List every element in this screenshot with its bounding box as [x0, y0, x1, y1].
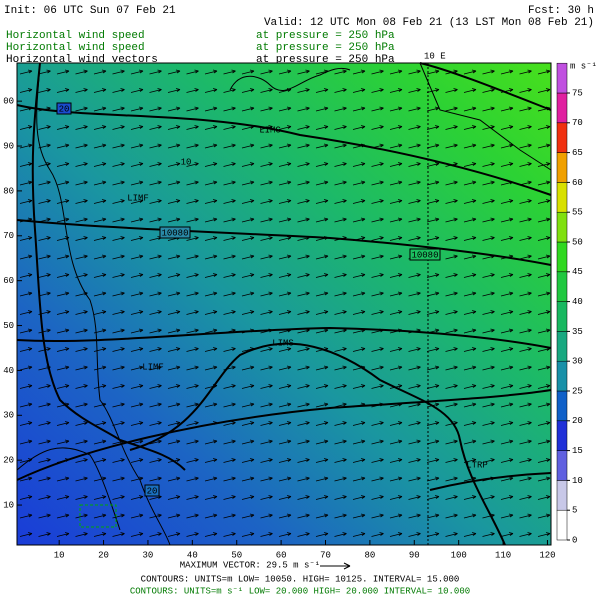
colorbar-unit: m s⁻¹: [570, 61, 597, 71]
colorbar-label: 55: [572, 208, 583, 218]
coastlines: [16, 62, 552, 546]
colorbar-label: 25: [572, 386, 583, 396]
x-tick-label: 120: [539, 550, 555, 560]
contour-info: CONTOURS: UNITS=m s⁻¹ LOW= 20.000 HIGH= …: [130, 586, 470, 596]
colorbar-label: 40: [572, 297, 583, 307]
colorbar-label: 45: [572, 267, 583, 277]
colorbar-label: 10: [572, 476, 583, 486]
contour-info: CONTOURS: UNITS=m LOW= 10050. HIGH= 1012…: [141, 574, 460, 584]
contour-label: LIMC: [259, 125, 281, 135]
colorbar-swatch: [556, 390, 568, 422]
colorbar-label: 60: [572, 178, 583, 188]
field-name: Horizontal wind speed: [6, 30, 145, 42]
max-vector: MAXIMUM VECTOR: 29.5 m s⁻¹: [180, 560, 320, 570]
colorbar-swatch: [556, 211, 568, 243]
colorbar-swatch: [556, 420, 568, 451]
contour-label: LIMF: [127, 193, 149, 203]
x-tick-label: 90: [409, 550, 420, 560]
meridian-label: 10 E: [424, 51, 446, 61]
contour-label: 20: [147, 486, 158, 496]
contour-label: LIMF: [142, 362, 164, 372]
colorbar-swatch: [556, 360, 568, 392]
colorbar-swatch: [556, 152, 568, 183]
x-tick-label: 60: [276, 550, 287, 560]
colorbar-label: 15: [572, 446, 583, 456]
x-tick-label: 100: [451, 550, 467, 560]
y-tick-label: 10: [3, 500, 14, 510]
colorbar-label: 5: [572, 506, 577, 516]
max-vector-arrow: [320, 562, 351, 570]
colorbar-swatch: [556, 241, 568, 273]
contour-label: 10080: [411, 250, 438, 260]
x-tick-label: 50: [231, 550, 242, 560]
x-tick-label: 10: [54, 550, 65, 560]
colorbar-swatch: [556, 509, 568, 541]
colorbar-label: 0: [572, 535, 577, 545]
colorbar-label: 75: [572, 88, 583, 98]
x-tick-label: 20: [98, 550, 109, 560]
colorbar-label: 20: [572, 416, 583, 426]
contour-label: LTRP: [466, 460, 488, 470]
y-tick-label: 90: [3, 141, 14, 151]
contour-label: 10: [181, 157, 192, 167]
colorbar-swatch: [556, 301, 568, 332]
y-tick-label: 40: [3, 366, 14, 376]
y-tick-label: 80: [3, 186, 14, 196]
x-tick-label: 110: [495, 550, 511, 560]
y-tick-label: 00: [3, 97, 14, 107]
contour-label: 20: [59, 104, 70, 114]
colorbar-swatch: [556, 480, 568, 511]
colorbar-label: 30: [572, 357, 583, 367]
colorbar-label: 50: [572, 237, 583, 247]
field-name: Horizontal wind speed: [6, 42, 145, 54]
map-frame: [16, 62, 552, 546]
x-tick-label: 30: [143, 550, 154, 560]
y-tick-label: 70: [3, 231, 14, 241]
y-tick-label: 50: [3, 321, 14, 331]
x-tick-label: 80: [364, 550, 375, 560]
contour-labels: 10080 10080 LIMF LIMC LIMF LIMS LTRP 20 …: [56, 51, 488, 497]
fcst: Fcst: 30 h: [528, 5, 594, 17]
colorbar-label: 65: [572, 148, 583, 158]
field-level: at pressure = 250 hPa: [256, 30, 395, 42]
colorbar-swatch: [556, 182, 568, 213]
field-level: at pressure = 250 hPa: [256, 42, 395, 54]
colorbar-swatch: [556, 62, 568, 94]
valid: Valid: 12 UTC Mon 08 Feb 21 (13 LST Mon …: [264, 17, 594, 29]
colorbar-swatch: [556, 450, 568, 481]
x-tick-label: 40: [187, 550, 198, 560]
colorbar-swatch: [556, 122, 568, 153]
colorbar-swatch: [556, 271, 568, 302]
colorbar-label: 35: [572, 327, 583, 337]
x-tick-label: 70: [320, 550, 331, 560]
y-tick-label: 20: [3, 456, 14, 466]
colorbar-swatch: [556, 331, 568, 362]
init: Init: 06 UTC Sun 07 Feb 21: [4, 5, 176, 17]
y-tick-label: 60: [3, 276, 14, 286]
colorbar-swatch: [556, 92, 568, 124]
wind-vectors: [17, 63, 551, 545]
y-tick-label: 30: [3, 411, 14, 421]
contour-label: 10080: [161, 228, 188, 238]
colorbar-label: 70: [572, 118, 583, 128]
contour-label: LIMS: [272, 338, 294, 348]
contours: [16, 62, 552, 546]
